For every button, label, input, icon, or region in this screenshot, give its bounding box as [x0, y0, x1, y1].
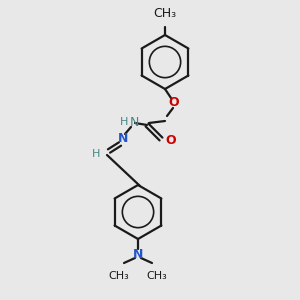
Text: N: N [129, 116, 139, 128]
Text: H: H [120, 117, 128, 127]
Text: O: O [165, 134, 175, 148]
Text: O: O [169, 97, 179, 110]
Text: N: N [133, 248, 143, 260]
Text: N: N [118, 133, 128, 146]
Text: CH₃: CH₃ [147, 271, 167, 281]
Text: CH₃: CH₃ [153, 7, 177, 20]
Text: H: H [92, 149, 100, 159]
Text: CH₃: CH₃ [109, 271, 129, 281]
